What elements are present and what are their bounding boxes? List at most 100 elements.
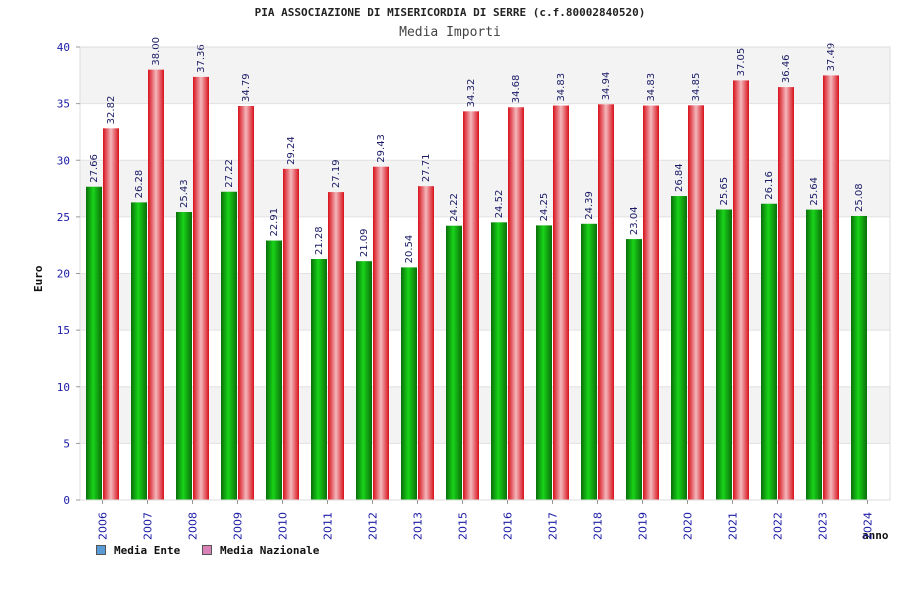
value-label-media-nazionale: 34.83: [646, 73, 657, 102]
x-tick-label: 2006: [97, 512, 110, 540]
value-label-media-ente: 27.66: [89, 154, 100, 183]
chart-subtitle: Media Importi: [399, 25, 501, 40]
value-label-media-ente: 24.52: [494, 190, 505, 219]
bar-media-ente: [806, 209, 822, 500]
x-tick-label: 2010: [277, 512, 290, 540]
bar-media-ente: [671, 196, 687, 501]
value-label-media-nazionale: 38.00: [151, 37, 162, 66]
y-tick-label: 35: [57, 98, 70, 111]
y-tick-label: 20: [57, 268, 70, 281]
bar-media-ente: [851, 215, 867, 500]
grid-band: [80, 386, 890, 444]
bar-media-nazionale: [778, 87, 794, 500]
x-tick-label: 2021: [727, 512, 740, 540]
y-tick-label: 25: [57, 211, 70, 224]
value-label-media-nazionale: 37.49: [826, 43, 837, 72]
value-label-media-ente: 24.22: [449, 193, 460, 222]
value-label-media-nazionale: 34.68: [511, 75, 522, 104]
bar-media-ente: [761, 203, 777, 500]
value-label-media-nazionale: 37.36: [196, 44, 207, 73]
grid-band: [80, 273, 890, 331]
value-label-media-ente: 22.91: [269, 208, 280, 237]
x-tick-label: 2009: [232, 512, 245, 540]
bar-media-nazionale: [598, 104, 614, 500]
bar-media-nazionale: [733, 80, 749, 500]
chart-title: PIA ASSOCIAZIONE DI MISERICORDIA DI SERR…: [254, 6, 646, 19]
x-tick-label: 2019: [637, 512, 650, 540]
x-tick-label: 2007: [142, 512, 155, 540]
bar-media-ente: [356, 261, 372, 500]
x-tick-label: 2023: [817, 512, 830, 540]
value-label-media-nazionale: 29.24: [286, 136, 297, 165]
bar-media-nazionale: [328, 192, 344, 501]
value-label-media-ente: 26.84: [674, 163, 685, 192]
value-label-media-ente: 26.16: [764, 171, 775, 200]
x-tick-label: 2013: [412, 512, 425, 540]
bar-media-nazionale: [823, 75, 839, 500]
value-label-media-nazionale: 29.43: [376, 134, 387, 163]
bar-media-ente: [581, 223, 597, 500]
value-label-media-ente: 21.28: [314, 226, 325, 255]
legend-swatch-media-nazionale: [202, 545, 212, 555]
bar-media-ente: [176, 212, 192, 500]
x-tick-label: 2012: [367, 512, 380, 540]
x-tick-label: 2020: [682, 512, 695, 540]
value-label-media-nazionale: 27.71: [421, 154, 432, 183]
x-tick-label: 2017: [547, 512, 560, 540]
y-tick-label: 10: [57, 381, 70, 394]
bar-media-ente: [626, 239, 642, 500]
grid-band: [80, 216, 890, 274]
value-label-media-nazionale: 27.19: [331, 159, 342, 188]
value-label-media-nazionale: 34.94: [601, 72, 612, 101]
value-label-media-nazionale: 36.46: [781, 54, 792, 83]
x-tick-label: 2024: [862, 512, 875, 540]
value-label-media-ente: 21.09: [359, 229, 370, 258]
bar-media-nazionale: [148, 69, 164, 501]
y-tick-label: 5: [63, 437, 70, 450]
x-tick-label: 2008: [187, 512, 200, 540]
value-label-media-ente: 25.43: [179, 179, 190, 208]
bar-media-nazionale: [688, 105, 704, 500]
bar-media-ente: [221, 191, 237, 500]
legend-item-media-nazionale: Media Nazionale: [202, 543, 319, 557]
legend-swatch-media-ente: [96, 545, 106, 555]
value-label-media-nazionale: 34.79: [241, 73, 252, 102]
bar-media-ente: [716, 209, 732, 501]
value-label-media-nazionale: 37.05: [736, 48, 747, 77]
legend-item-media-ente: Media Ente: [96, 543, 180, 557]
x-axis-label: anno: [862, 529, 889, 542]
bar-media-ente: [401, 267, 417, 500]
bar-media-ente: [311, 259, 327, 500]
value-label-media-ente: 24.39: [584, 191, 595, 220]
value-label-media-ente: 25.08: [854, 183, 865, 212]
bar-media-ente: [86, 186, 102, 501]
x-tick-label: 2016: [502, 512, 515, 540]
value-label-media-ente: 23.04: [629, 206, 640, 235]
y-tick-label: 0: [63, 494, 70, 507]
x-tick-label: 2011: [322, 512, 335, 540]
value-label-media-ente: 20.54: [404, 235, 415, 264]
x-tick-label: 2015: [457, 512, 470, 540]
x-tick-label: 2018: [592, 512, 605, 540]
y-tick-label: 15: [57, 324, 70, 337]
legend-label-media-nazionale: Media Nazionale: [220, 543, 320, 557]
value-label-media-nazionale: 34.32: [466, 79, 477, 108]
value-label-media-nazionale: 34.85: [691, 73, 702, 102]
bar-media-nazionale: [463, 111, 479, 501]
grid-band: [80, 443, 890, 500]
legend-label-media-ente: Media Ente: [114, 543, 181, 557]
bar-media-ente: [536, 225, 552, 500]
value-label-media-ente: 26.28: [134, 170, 145, 199]
bar-media-ente: [491, 222, 507, 500]
grid-band: [80, 160, 890, 217]
y-tick-label: 30: [57, 154, 70, 167]
bar-media-nazionale: [373, 166, 389, 500]
value-label-media-nazionale: 34.83: [556, 73, 567, 102]
grid-band: [80, 103, 890, 161]
value-label-media-ente: 25.64: [809, 177, 820, 206]
bar-media-nazionale: [418, 186, 434, 500]
bar-media-ente: [266, 240, 282, 500]
x-tick-label: 2022: [772, 512, 785, 540]
